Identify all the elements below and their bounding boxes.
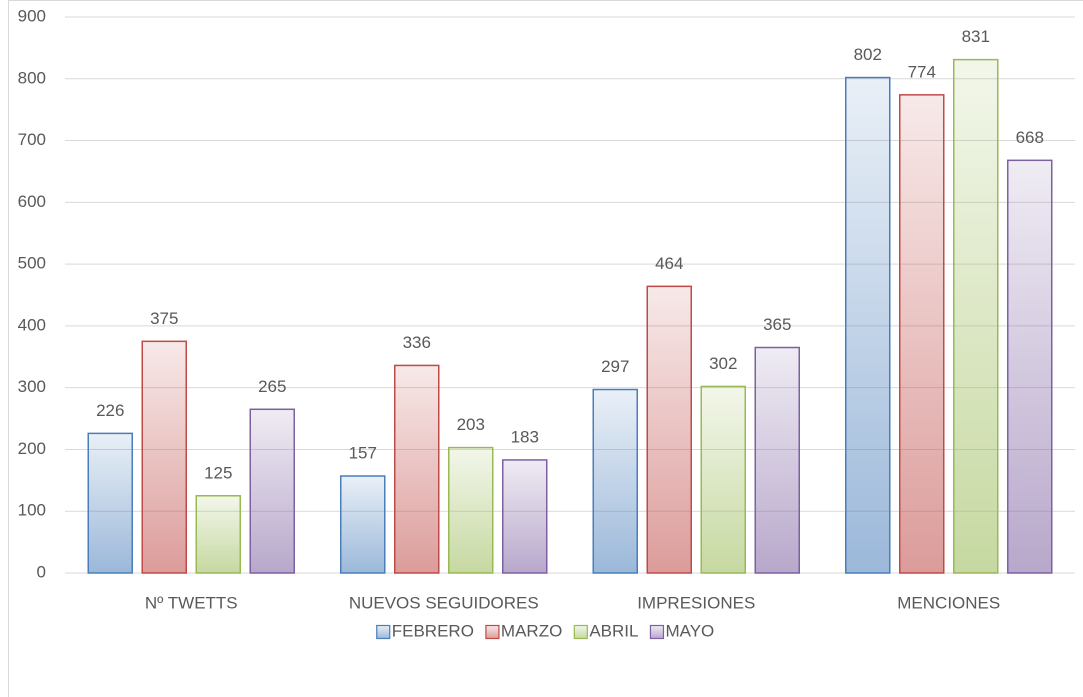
data-label: 375 (150, 309, 178, 328)
y-tick-label: 0 (37, 562, 46, 581)
y-tick-label: 400 (18, 315, 46, 334)
bar (141, 340, 187, 574)
y-tick-label: 200 (18, 439, 46, 458)
legend-swatch (573, 624, 588, 640)
bar (394, 364, 440, 574)
bar (700, 385, 746, 574)
bar (340, 475, 386, 574)
y-tick-label: 100 (18, 501, 46, 520)
bar (448, 446, 494, 574)
legend-swatch (649, 624, 665, 640)
data-label: 125 (204, 463, 232, 482)
bar (87, 432, 133, 574)
legend-swatch (376, 624, 391, 640)
bar (953, 58, 999, 574)
x-tick-label: Nº TWETTS (145, 593, 238, 612)
bar (899, 94, 945, 574)
y-tick-label: 800 (18, 68, 46, 87)
data-label: 302 (709, 354, 737, 373)
x-tick-label: MENCIONES (897, 593, 1000, 612)
data-label: 157 (349, 443, 377, 462)
data-label: 226 (96, 401, 124, 420)
data-label: 183 (511, 427, 539, 446)
y-tick-label: 700 (18, 130, 46, 149)
y-tick-label: 500 (18, 254, 46, 273)
bar (592, 388, 638, 574)
bar (845, 76, 891, 574)
data-label: 336 (403, 333, 431, 352)
bar (1007, 159, 1053, 574)
y-tick-label: 600 (18, 192, 46, 211)
legend-label: ABRIL (589, 621, 638, 640)
legend-label: MARZO (501, 621, 562, 640)
bar (249, 408, 295, 574)
y-tick-label: 900 (18, 6, 46, 25)
legend-label: FEBRERO (392, 621, 474, 640)
x-tick-label: NUEVOS SEGUIDORES (349, 593, 539, 612)
bar (646, 285, 692, 574)
legend-swatch (485, 624, 500, 640)
data-label: 203 (457, 415, 485, 434)
data-label: 774 (908, 62, 936, 81)
data-label: 265 (258, 377, 286, 396)
y-tick-label: 300 (18, 377, 46, 396)
x-tick-label: IMPRESIONES (637, 593, 755, 612)
bar (195, 495, 241, 574)
data-label: 464 (655, 254, 683, 273)
data-label: 802 (854, 45, 882, 64)
data-label: 831 (962, 27, 990, 46)
data-label: 668 (1016, 128, 1044, 147)
data-label: 365 (763, 315, 791, 334)
data-label: 297 (601, 357, 629, 376)
bar (754, 346, 800, 574)
bar (502, 459, 548, 574)
legend-label: MAYO (665, 621, 714, 640)
